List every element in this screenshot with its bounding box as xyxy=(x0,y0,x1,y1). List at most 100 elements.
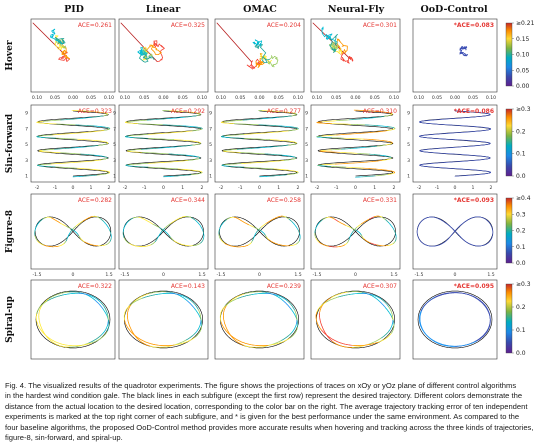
ace-label: ACE=0.307 xyxy=(363,283,397,290)
x-tick-label: 2 xyxy=(108,185,111,191)
colorbar: ≥0.30.20.10.0 xyxy=(506,106,531,180)
x-tick-label: 0 xyxy=(354,185,357,191)
colorbar: ≥0.40.30.20.10.0 xyxy=(506,195,531,267)
colorbar-tick-label: 0.2 xyxy=(516,128,526,135)
ace-label: ACE=0.322 xyxy=(78,283,112,290)
x-tick-label: 0 xyxy=(258,272,261,278)
x-tick-label: 0.00 xyxy=(350,95,360,101)
x-tick-label: 1 xyxy=(181,185,184,191)
x-tick-label: 0.05 xyxy=(274,95,284,101)
ace-label: ACE=0.239 xyxy=(267,283,301,290)
subfigure: *ACE=0.095 xyxy=(413,280,497,359)
x-tick-label: 2 xyxy=(201,185,204,191)
x-tick-label: 0.05 xyxy=(432,95,442,101)
x-tick-label: 1 xyxy=(373,185,376,191)
ace-label: ACE=0.204 xyxy=(267,22,301,29)
x-tick-label: 1.5 xyxy=(105,272,112,278)
x-tick-label: 0 xyxy=(162,185,165,191)
ace-label: ACE=0.301 xyxy=(363,22,397,29)
y-tick-label: 5 xyxy=(25,142,28,148)
y-tick-label: 3 xyxy=(25,158,28,164)
x-tick-label: -1 xyxy=(435,185,440,191)
colorbar: ≥0.210.150.100.050.00 xyxy=(506,20,535,90)
colorbar-tick-label: 0.1 xyxy=(516,244,526,251)
x-tick-label: 0.00 xyxy=(68,95,78,101)
y-tick-label: 3 xyxy=(209,158,212,164)
subfigure: ACE=0.143 xyxy=(119,280,208,359)
colorbar-tick-label: 0.15 xyxy=(516,36,530,43)
y-tick-label: 5 xyxy=(305,142,308,148)
colorbar-tick-label: 0.10 xyxy=(516,52,530,59)
x-tick-label: 0.05 xyxy=(370,95,380,101)
caption-line: in the hardest wind condition gale. The … xyxy=(5,391,551,401)
x-tick-label: -2 xyxy=(219,185,224,191)
y-tick-label: 7 xyxy=(305,126,308,132)
ace-label: ACE=0.344 xyxy=(171,197,205,204)
x-tick-label: 0.10 xyxy=(389,95,399,101)
x-tick-label: 0.05 xyxy=(468,95,478,101)
ace-label: *ACE=0.095 xyxy=(454,283,494,290)
colorbar-tick-label: 0.3 xyxy=(516,211,526,218)
x-tick-label: 0.10 xyxy=(486,95,496,101)
colorbar-tick-label: 0.00 xyxy=(516,83,530,90)
x-tick-label: 0 xyxy=(454,272,457,278)
y-tick-label: 7 xyxy=(209,126,212,132)
x-tick-label: -2 xyxy=(417,185,422,191)
colorbar-tick-label: 0.05 xyxy=(516,67,530,74)
x-tick-label: 2 xyxy=(490,185,493,191)
column-header: OMAC xyxy=(243,4,277,15)
x-tick-label: 1 xyxy=(472,185,475,191)
ace-label: ACE=0.143 xyxy=(171,283,205,290)
x-tick-label: 0.05 xyxy=(331,95,341,101)
ace-label: *ACE=0.083 xyxy=(454,22,494,29)
x-tick-label: -1.5 xyxy=(217,272,226,278)
colorbar-tick-label: 0.2 xyxy=(516,228,526,235)
y-tick-label: 5 xyxy=(113,142,116,148)
subfigure: *ACE=0.083 0.10 0.05 0.00 0.05 0.10 xyxy=(413,19,497,101)
x-tick-label: 1.5 xyxy=(390,272,397,278)
y-tick-label: 1 xyxy=(209,174,212,180)
caption-line: Fig. 4. The visualized results of the qu… xyxy=(5,381,551,391)
x-tick-label: 0.10 xyxy=(293,95,303,101)
colorbar-tick-label: ≥0.3 xyxy=(516,106,531,113)
y-tick-label: 9 xyxy=(209,111,212,117)
x-tick-label: 0.10 xyxy=(104,95,114,101)
caption-line: distance from the actual location to the… xyxy=(5,402,551,412)
x-tick-label: -2 xyxy=(123,185,128,191)
x-tick-label: 0.05 xyxy=(86,95,96,101)
x-tick-label: 2 xyxy=(297,185,300,191)
y-tick-label: 3 xyxy=(113,158,116,164)
column-header: Neural-Fly xyxy=(328,4,385,15)
subfigure: ACE=0.307 xyxy=(311,280,400,359)
caption-line: experiments is marked at the top right c… xyxy=(5,412,551,422)
ace-label: ACE=0.325 xyxy=(171,22,205,29)
y-tick-label: 5 xyxy=(407,142,410,148)
x-tick-label: 0.10 xyxy=(120,95,130,101)
x-tick-label: -1 xyxy=(53,185,58,191)
x-tick-label: -1 xyxy=(334,185,339,191)
x-tick-label: 0 xyxy=(454,185,457,191)
x-tick-label: 0.10 xyxy=(414,95,424,101)
x-tick-label: 0.00 xyxy=(450,95,460,101)
colorbar-tick-label: 0.1 xyxy=(516,327,526,334)
x-tick-label: 0 xyxy=(258,185,261,191)
row-label: Hover xyxy=(5,40,15,70)
y-tick-label: 3 xyxy=(407,158,410,164)
x-tick-label: 0 xyxy=(72,272,75,278)
x-tick-label: 0 xyxy=(72,185,75,191)
x-tick-label: 2 xyxy=(393,185,396,191)
colorbar-tick-label: ≥0.3 xyxy=(516,281,531,288)
y-tick-label: 1 xyxy=(305,174,308,180)
x-tick-label: 0.05 xyxy=(50,95,60,101)
